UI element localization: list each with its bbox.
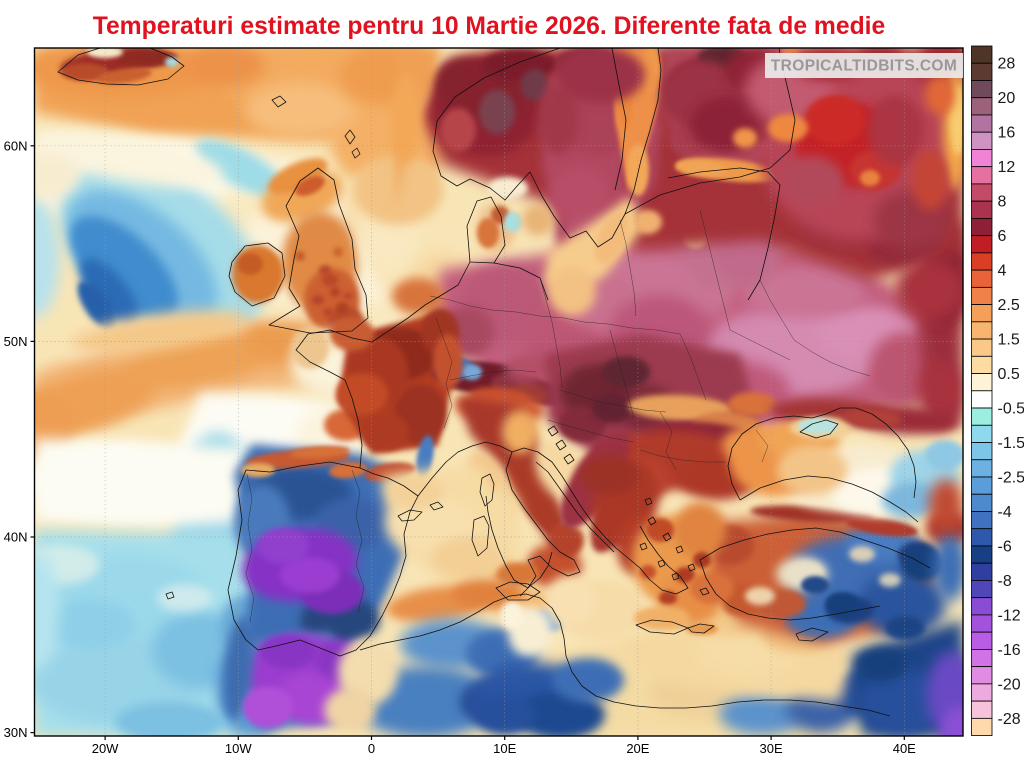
svg-text:Temperaturi estimate pentru 10: Temperaturi estimate pentru 10 Martie 20… xyxy=(93,13,886,40)
svg-text:-2.5: -2.5 xyxy=(998,470,1024,487)
svg-text:-1.5: -1.5 xyxy=(998,435,1024,452)
svg-text:-6: -6 xyxy=(998,538,1012,555)
svg-text:6: 6 xyxy=(998,228,1007,245)
svg-text:-4: -4 xyxy=(998,504,1012,521)
svg-text:0: 0 xyxy=(368,741,375,756)
svg-text:30N: 30N xyxy=(4,725,28,740)
svg-text:1.5: 1.5 xyxy=(998,332,1020,349)
svg-text:20: 20 xyxy=(998,90,1016,107)
svg-text:-0.5: -0.5 xyxy=(998,401,1024,418)
svg-text:TROPICALTIDBITS.COM: TROPICALTIDBITS.COM xyxy=(771,58,957,75)
svg-text:12: 12 xyxy=(998,159,1016,176)
svg-text:-12: -12 xyxy=(998,607,1021,624)
svg-text:50N: 50N xyxy=(4,334,28,349)
svg-text:40E: 40E xyxy=(893,741,916,756)
svg-text:-16: -16 xyxy=(998,642,1021,659)
svg-text:8: 8 xyxy=(998,194,1007,211)
svg-text:-20: -20 xyxy=(998,676,1021,693)
svg-text:0.5: 0.5 xyxy=(998,366,1020,383)
svg-text:20W: 20W xyxy=(92,741,119,756)
svg-text:10E: 10E xyxy=(493,741,516,756)
svg-text:30E: 30E xyxy=(760,741,783,756)
svg-text:16: 16 xyxy=(998,125,1016,142)
svg-text:4: 4 xyxy=(998,263,1007,280)
svg-text:20E: 20E xyxy=(626,741,649,756)
svg-text:60N: 60N xyxy=(4,138,28,153)
svg-text:10W: 10W xyxy=(225,741,252,756)
svg-text:2.5: 2.5 xyxy=(998,297,1020,314)
svg-text:40N: 40N xyxy=(4,530,28,545)
svg-text:28: 28 xyxy=(998,56,1016,73)
svg-text:-8: -8 xyxy=(998,573,1012,590)
svg-text:-28: -28 xyxy=(998,711,1021,728)
